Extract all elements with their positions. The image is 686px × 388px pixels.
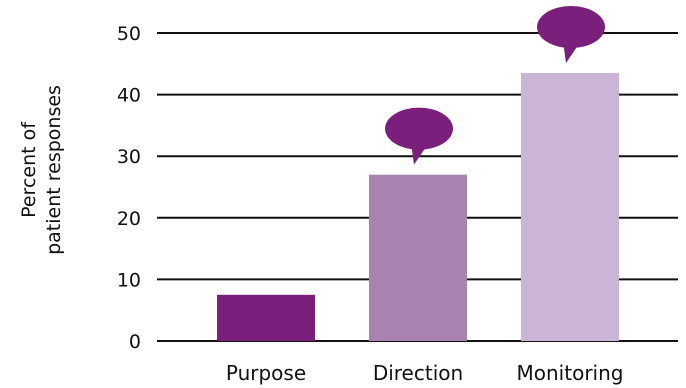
y-tick-label: 20 (117, 208, 141, 230)
speech-bubble-icon (537, 6, 605, 64)
bar-purpose (217, 294, 315, 341)
speech-bubbles (385, 6, 605, 165)
category-label: Monitoring (517, 361, 624, 385)
bar-direction (369, 174, 467, 341)
y-tick-label: 10 (117, 269, 141, 291)
bars (217, 73, 619, 341)
category-label: Purpose (226, 361, 306, 385)
y-axis-title-line-2: patient responses (43, 85, 65, 255)
y-tick-labels: 0 10 20 30 40 50 (117, 23, 141, 353)
speech-bubble-icon (385, 107, 453, 165)
y-tick-label: 50 (117, 23, 141, 45)
y-axis-title-line-1: Percent of (18, 121, 40, 218)
bar-monitoring (521, 73, 619, 341)
y-tick-label: 30 (117, 146, 141, 168)
y-tick-label: 0 (129, 331, 141, 353)
y-tick-label: 40 (117, 85, 141, 107)
category-label: Direction (373, 361, 463, 385)
category-labels: Purpose Direction Monitoring (226, 361, 624, 385)
